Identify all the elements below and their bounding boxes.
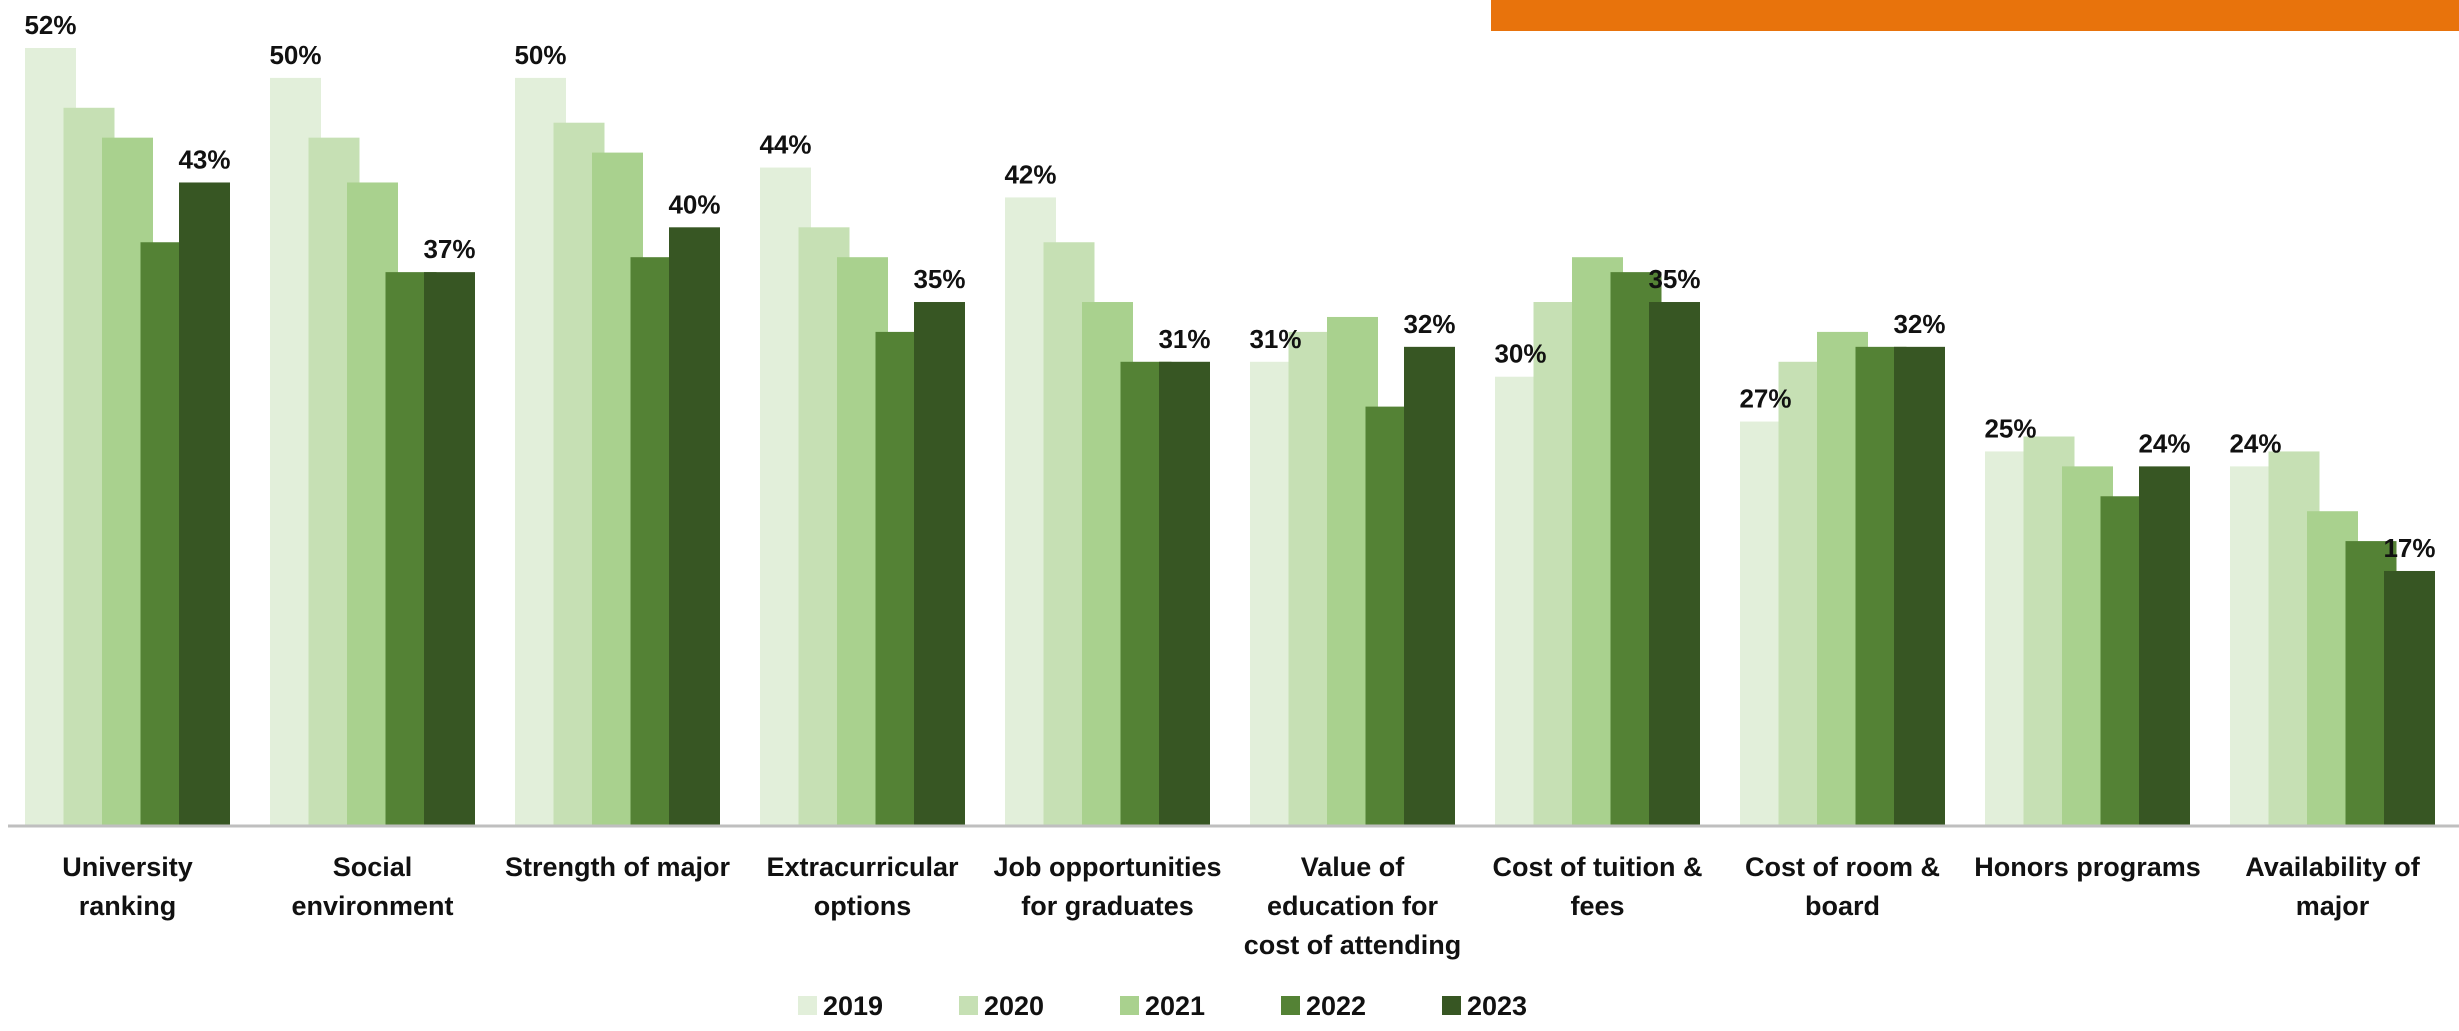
bar-2023-cat-6	[1649, 302, 1700, 825]
category-label: Cost of room & board	[1745, 852, 1940, 921]
legend-label: 2019	[823, 991, 883, 1021]
legend-item-2019: 2019	[798, 991, 883, 1021]
data-label: 32%	[1893, 309, 1945, 339]
category-label: University ranking	[62, 852, 193, 921]
legend-item-2021: 2021	[1120, 991, 1205, 1021]
data-label: 17%	[2383, 533, 2435, 563]
bar-2023-cat-4	[1159, 361, 1210, 825]
category-label: Strength of major	[505, 852, 730, 882]
bar-2023-cat-1	[424, 272, 475, 825]
data-label: 37%	[423, 234, 475, 264]
data-label: 24%	[2229, 428, 2281, 458]
data-label: 43%	[178, 144, 230, 174]
legend-label: 2022	[1306, 991, 1366, 1021]
bar-2023-cat-3	[914, 302, 965, 825]
data-label: 35%	[1648, 264, 1700, 294]
legend-swatch	[959, 996, 978, 1015]
legend-swatch	[798, 996, 817, 1015]
legend-label: 2023	[1467, 991, 1527, 1021]
data-label: 31%	[1249, 324, 1301, 354]
category-label: Social environment	[291, 852, 453, 921]
category-label: Extracurricular options	[766, 852, 959, 921]
data-label: 31%	[1158, 324, 1210, 354]
legend-item-2022: 2022	[1281, 991, 1366, 1021]
bar-2023-cat-2	[669, 227, 720, 826]
bar-2023-cat-9	[2384, 570, 2435, 825]
data-label: 50%	[514, 40, 566, 70]
data-label: 25%	[1984, 413, 2036, 443]
data-label: 24%	[2138, 428, 2190, 458]
data-label: 40%	[668, 189, 720, 219]
legend-item-2023: 2023	[1442, 991, 1527, 1021]
bar-2023-cat-5	[1404, 346, 1455, 825]
header-banner	[1491, 0, 2459, 31]
bar-2023-cat-8	[2139, 466, 2190, 825]
bar-2023-cat-7	[1894, 346, 1945, 825]
legend-label: 2020	[984, 991, 1044, 1021]
data-label: 50%	[269, 40, 321, 70]
legend-swatch	[1442, 996, 1461, 1015]
data-label: 44%	[759, 130, 811, 160]
category-label: Availability of major	[2245, 852, 2421, 921]
category-label: Honors programs	[1974, 852, 2201, 882]
legend-item-2020: 2020	[959, 991, 1044, 1021]
data-label: 52%	[24, 10, 76, 40]
data-label: 30%	[1494, 339, 1546, 369]
data-label: 35%	[913, 264, 965, 294]
category-label: Cost of tuition & fees	[1493, 852, 1703, 921]
category-label: Job opportunities for graduates	[994, 852, 1222, 921]
data-label: 27%	[1739, 384, 1791, 414]
legend-swatch	[1281, 996, 1300, 1015]
data-label: 42%	[1004, 159, 1056, 189]
legend-swatch	[1120, 996, 1139, 1015]
legend-label: 2021	[1145, 991, 1205, 1021]
data-label: 32%	[1403, 309, 1455, 339]
bars-group	[25, 48, 2435, 826]
category-label: Value of education for cost of attending	[1244, 852, 1462, 960]
bar-2023-cat-0	[179, 182, 230, 825]
